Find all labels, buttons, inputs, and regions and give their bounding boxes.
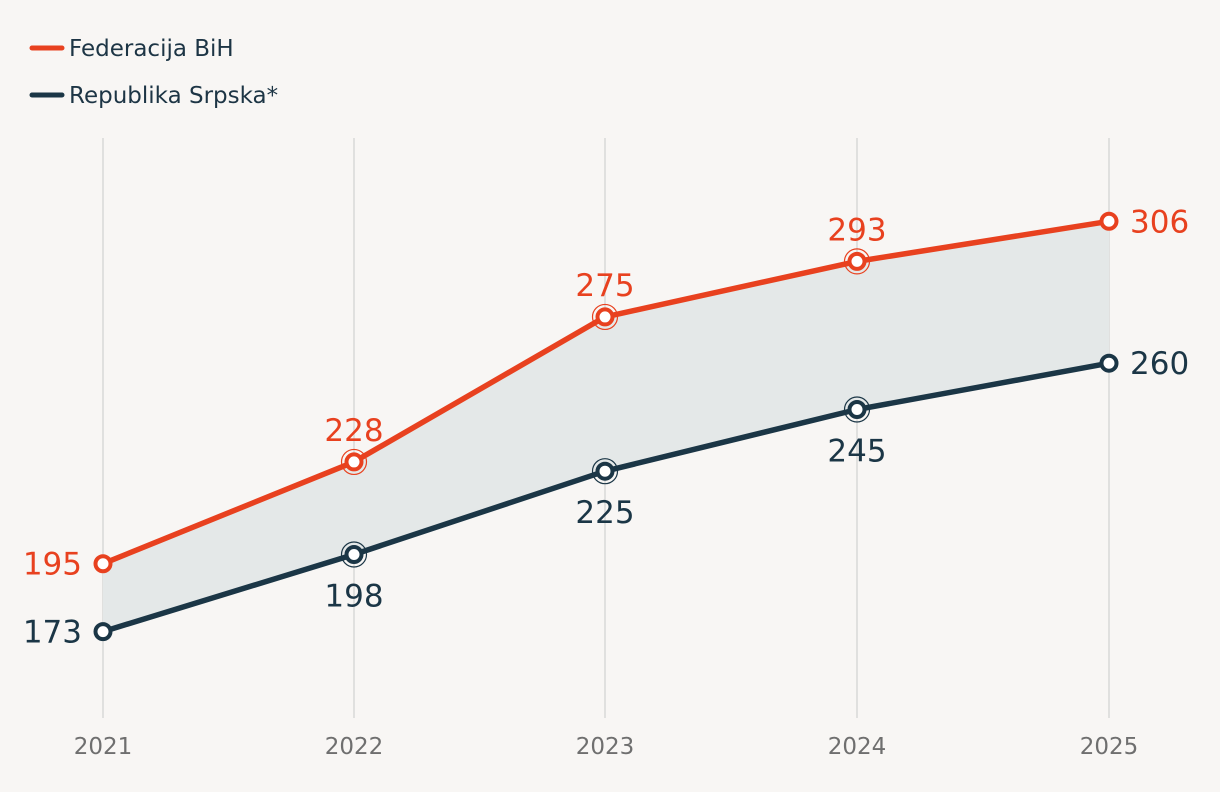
data-point-republika-srpska-2023: [595, 461, 615, 481]
value-label-federacija-2021: 195: [23, 547, 82, 583]
x-tick-label-2025: 2025: [1080, 734, 1139, 760]
value-label-republika-srpska-2021: 173: [23, 615, 82, 651]
data-points: [93, 211, 1119, 642]
value-label-federacija-2023: 275: [575, 268, 634, 304]
x-axis: 2021 2022 2023 2024 2025: [74, 734, 1139, 760]
data-point-federacija-2023: [595, 307, 615, 327]
value-label-republika-srpska-2024: 245: [827, 433, 886, 469]
point-halo-republika-srpska-2024: [843, 396, 871, 423]
data-point-republika-srpska-2025: [1099, 353, 1119, 373]
data-point-republika-srpska-2022: [344, 544, 364, 564]
point-halo-federacija-2022: [340, 448, 368, 476]
point-halo-federacija-2023: [591, 303, 619, 331]
data-point-republika-srpska-2021: [93, 622, 113, 642]
x-tick-label-2024: 2024: [828, 734, 887, 760]
point-halo-republika-srpska-2022: [340, 541, 368, 568]
x-tick-label-2023: 2023: [576, 734, 635, 760]
data-labels: 195 228 275 293 306 173 198 225 245 260: [23, 204, 1189, 650]
legend-label-federacija: Federacija BiH: [69, 36, 234, 62]
legend-item-republika-srpska: Republika Srpska*: [29, 83, 278, 109]
data-point-federacija-2022: [344, 452, 364, 472]
point-halo-republika-srpska-2023: [591, 458, 619, 485]
value-label-federacija-2022: 228: [324, 413, 383, 449]
data-point-republika-srpska-2024: [847, 399, 867, 419]
range-band: [103, 221, 1109, 632]
value-label-federacija-2024: 293: [827, 212, 886, 248]
legend-label-republika-srpska: Republika Srpska*: [69, 83, 278, 109]
data-point-federacija-2021: [93, 554, 113, 574]
x-tick-label-2022: 2022: [325, 734, 384, 760]
point-halo-federacija-2024: [843, 248, 871, 275]
legend: Federacija BiH Republika Srpska*: [29, 36, 278, 109]
value-label-republika-srpska-2025: 260: [1130, 346, 1189, 382]
value-label-federacija-2025: 306: [1130, 204, 1189, 240]
data-point-federacija-2025: [1099, 211, 1119, 231]
legend-item-federacija: Federacija BiH: [29, 36, 234, 62]
value-label-republika-srpska-2023: 225: [575, 495, 634, 531]
range-band-area: [103, 221, 1109, 632]
value-label-republika-srpska-2022: 198: [324, 578, 383, 614]
x-tick-label-2021: 2021: [74, 734, 133, 760]
data-point-federacija-2024: [847, 251, 867, 271]
